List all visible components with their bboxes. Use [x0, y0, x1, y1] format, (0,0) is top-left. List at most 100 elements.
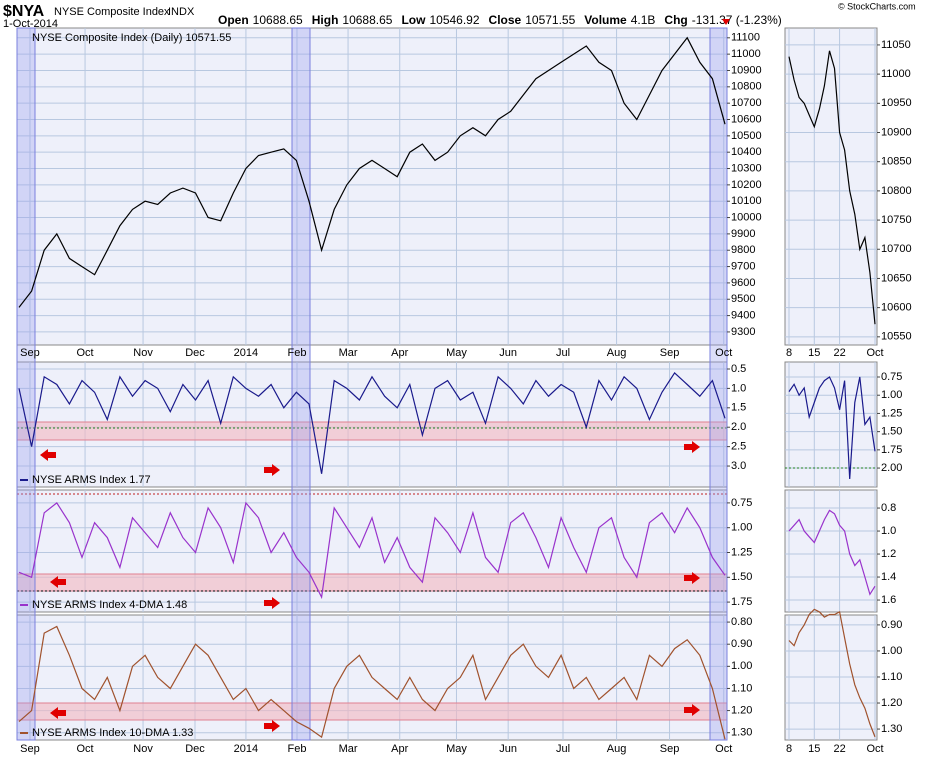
x-tick-label: Sep — [20, 347, 40, 359]
y-tick-label: 9600 — [731, 277, 755, 289]
y-tick-label: 1.20 — [731, 704, 752, 716]
y-tick-label: 11000 — [881, 68, 911, 80]
y-tick-label: 10600 — [881, 302, 912, 314]
exchange: INDX — [168, 6, 195, 18]
y-tick-label: 1.30 — [731, 727, 752, 739]
quote-label: Close — [489, 13, 522, 27]
y-tick-label: 1.25 — [731, 546, 752, 558]
x-tick-label: Jun — [499, 347, 517, 359]
x-tick-label: Oct — [715, 743, 732, 755]
x-tick-label: Jul — [556, 743, 570, 755]
x-tick-label: 8 — [786, 347, 792, 359]
y-tick-label: 1.25 — [881, 407, 902, 419]
series-line — [788, 608, 876, 738]
x-tick-label: Feb — [288, 347, 307, 359]
x-tick-label: Dec — [185, 743, 205, 755]
quote-label: Volume — [584, 13, 627, 27]
y-tick-label: 10500 — [731, 130, 762, 142]
series-line — [788, 509, 876, 596]
y-tick-label: 10100 — [731, 195, 762, 207]
y-tick-label: 1.00 — [731, 660, 752, 672]
index-name: NYSE Composite Index — [54, 6, 170, 18]
y-tick-label: 10650 — [881, 272, 912, 284]
y-tick-label: 10850 — [881, 156, 912, 168]
y-tick-label: 9400 — [731, 309, 755, 321]
series-line — [788, 376, 876, 480]
quote: Open 10688.65 High 10688.65 Low 10546.92 Close… — [218, 13, 782, 27]
arrows — [40, 441, 700, 732]
quote-value: -131.37 (-1.23%) — [692, 13, 782, 27]
y-tick-label: 9900 — [731, 228, 755, 240]
arrow — [264, 597, 280, 609]
quote-value: 10546.92 — [429, 13, 479, 27]
highlights — [16, 27, 728, 741]
x-tick-label: May — [446, 347, 467, 359]
arrow — [684, 704, 700, 716]
x-tick-label: 22 — [833, 743, 845, 755]
credit: © StockCharts.com — [838, 1, 916, 11]
y-tick-label: 1.10 — [881, 671, 902, 683]
band — [16, 702, 728, 721]
quote-label: High — [312, 13, 339, 27]
x-tick-label: Nov — [133, 743, 153, 755]
y-tick-label: 1.4 — [881, 571, 896, 583]
series-line — [18, 501, 726, 600]
y-tick-label: 10700 — [881, 243, 912, 255]
x-tick-label: Oct — [715, 347, 732, 359]
x-tick-label: 2014 — [234, 743, 258, 755]
mini-price-panel — [784, 27, 878, 346]
y-tick-label: 10800 — [731, 81, 762, 93]
quote-value: 10688.65 — [342, 13, 392, 27]
x-tick-label: Dec — [185, 347, 205, 359]
y-tick-label: 9700 — [731, 260, 755, 272]
price-panel — [16, 27, 728, 346]
x-tick-label: Sep — [20, 743, 40, 755]
series-line — [18, 36, 726, 308]
y-tick-label: 10950 — [881, 97, 912, 109]
down-icon — [722, 19, 730, 25]
y-tick-label: 1.2 — [881, 548, 896, 560]
series-line — [18, 625, 726, 740]
x-tick-label: Oct — [866, 347, 883, 359]
quote-value: 10688.65 — [253, 13, 303, 27]
highlight — [291, 27, 311, 741]
y-tick-label: 1.6 — [881, 594, 896, 606]
arrow — [684, 441, 700, 453]
panel-label: NYSE ARMS Index 1.77 — [32, 474, 151, 486]
y-tick-label: 0.80 — [731, 616, 752, 628]
y-tick-label: 2.00 — [881, 462, 902, 474]
x-tick-label: Aug — [607, 743, 627, 755]
y-tick-label: 11100 — [731, 32, 760, 44]
quote-label: Chg — [664, 13, 687, 27]
x-tick-label: 15 — [808, 743, 820, 755]
y-tick-label: 10400 — [731, 146, 762, 158]
x-tick-label: Oct — [76, 743, 93, 755]
quote-label: Low — [401, 13, 426, 27]
y-tick-label: 9800 — [731, 244, 755, 256]
x-tick-label: Oct — [866, 743, 883, 755]
y-tick-label: 10600 — [731, 113, 762, 125]
x-tick-label: Oct — [76, 347, 93, 359]
y-tick-label: 10800 — [881, 185, 912, 197]
y-tick-label: 0.8 — [881, 502, 896, 514]
series-line — [18, 371, 726, 474]
symbol: $NYA — [3, 3, 45, 20]
x-tick-label: 15 — [808, 347, 820, 359]
y-tick-label: 2.5 — [731, 441, 746, 453]
y-tick-label: 10300 — [731, 162, 762, 174]
band — [16, 573, 728, 592]
x-tick-label: Mar — [339, 347, 358, 359]
band — [16, 421, 728, 441]
y-tick-label: 10200 — [731, 179, 762, 191]
x-tick-label: Jul — [556, 347, 570, 359]
arrow — [40, 449, 56, 461]
quote-value: 10571.55 — [525, 13, 575, 27]
y-tick-label: 9300 — [731, 326, 755, 338]
panel-label: NYSE Composite Index (Daily) 10571.55 — [32, 32, 231, 44]
arrow — [264, 464, 280, 476]
x-tick-label: Feb — [288, 743, 307, 755]
y-tick-label: 10750 — [881, 214, 912, 226]
y-tick-label: 0.90 — [731, 638, 752, 650]
quote-label: Open — [218, 13, 249, 27]
